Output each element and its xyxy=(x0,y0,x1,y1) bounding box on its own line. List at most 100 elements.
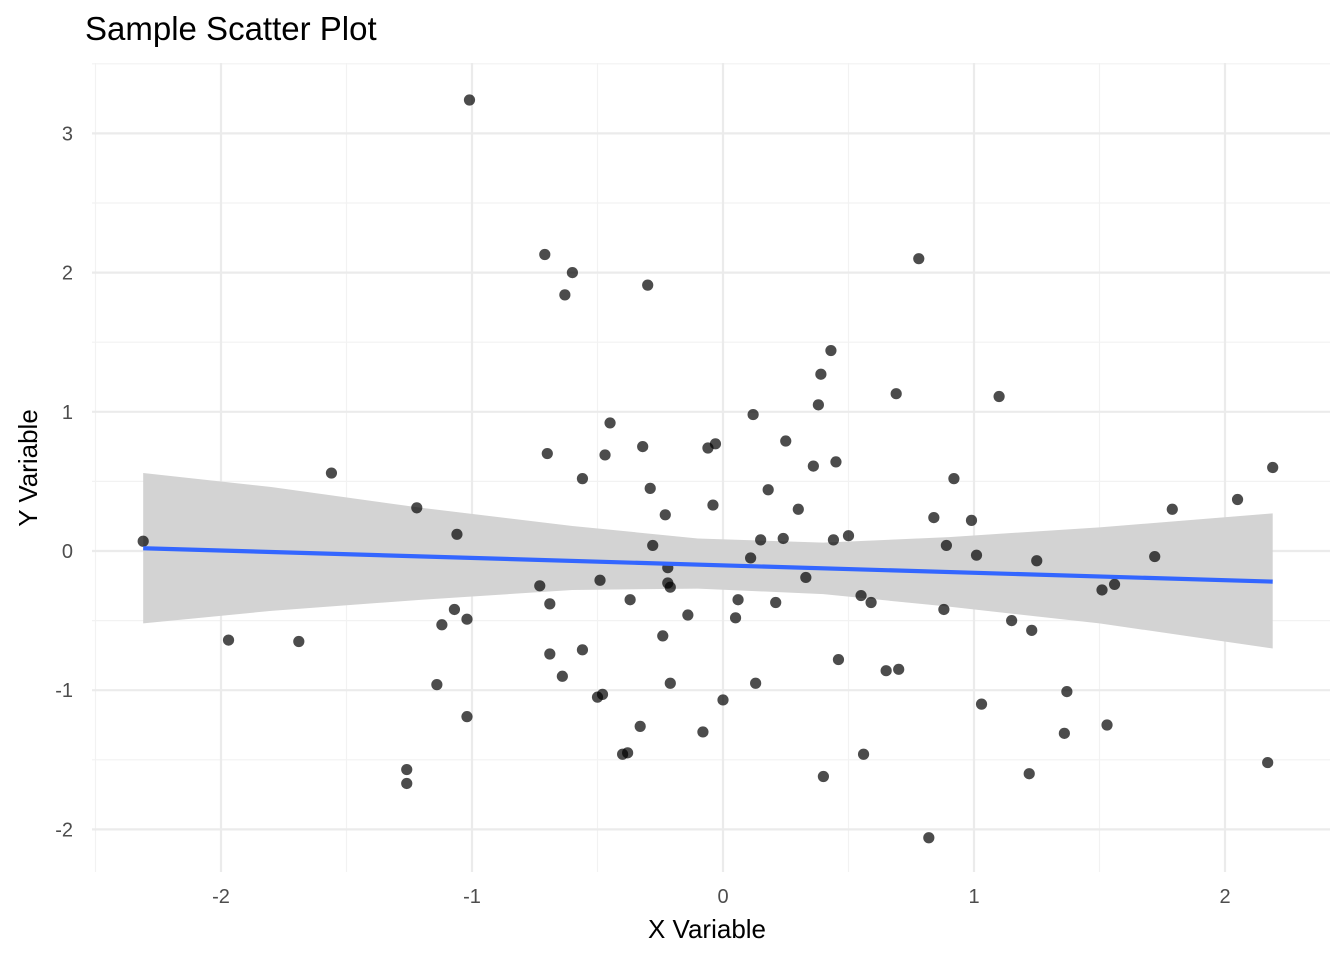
data-point xyxy=(411,502,423,514)
data-point xyxy=(604,417,616,429)
data-point xyxy=(1149,550,1161,563)
chart-title: Sample Scatter Plot xyxy=(85,10,377,47)
data-point xyxy=(747,408,759,421)
data-point xyxy=(993,390,1005,403)
data-point xyxy=(622,747,634,759)
data-point xyxy=(576,473,589,485)
y-tick-label: 1 xyxy=(62,402,73,424)
data-point xyxy=(436,619,448,631)
data-point xyxy=(827,534,840,546)
data-point xyxy=(647,539,659,552)
major-gridlines xyxy=(92,63,1330,872)
data-point xyxy=(928,511,940,524)
data-point xyxy=(707,499,719,511)
y-axis-ticks: -2 -1 0 1 2 3 xyxy=(55,123,73,841)
data-point xyxy=(634,720,646,732)
x-axis-title: X Variable xyxy=(648,914,766,944)
y-tick-label: -2 xyxy=(55,819,73,841)
data-point xyxy=(777,532,789,545)
x-tick-label: -1 xyxy=(463,886,481,908)
data-point xyxy=(940,539,952,552)
y-tick-label: 2 xyxy=(62,263,73,285)
data-point xyxy=(732,594,744,606)
x-tick-label: 2 xyxy=(1219,886,1230,908)
y-axis-title: Y Variable xyxy=(13,409,43,527)
minor-gridlines xyxy=(92,63,1330,872)
data-point xyxy=(970,549,983,561)
data-point xyxy=(539,248,551,261)
data-point xyxy=(755,534,767,546)
data-point xyxy=(855,589,867,602)
data-point xyxy=(463,94,476,106)
data-point xyxy=(1026,624,1038,636)
data-point xyxy=(750,677,762,689)
data-point xyxy=(817,770,830,783)
data-point xyxy=(770,596,782,609)
data-point xyxy=(461,711,473,723)
data-point xyxy=(664,581,676,593)
data-point xyxy=(1231,493,1244,506)
data-point xyxy=(544,648,556,660)
data-point xyxy=(913,253,925,265)
y-tick-label: -1 xyxy=(55,680,73,702)
data-point xyxy=(1031,555,1043,567)
data-point xyxy=(857,748,870,760)
x-tick-label: -2 xyxy=(212,886,230,908)
data-point xyxy=(659,509,671,521)
x-tick-label: 1 xyxy=(968,886,979,908)
data-point xyxy=(709,438,722,450)
data-point xyxy=(534,580,546,592)
data-point xyxy=(1166,503,1178,515)
confidence-band-layer xyxy=(143,473,1273,649)
data-point xyxy=(807,460,819,472)
data-point xyxy=(325,467,338,479)
data-point xyxy=(1061,685,1073,698)
data-point xyxy=(596,688,609,700)
data-point xyxy=(1006,615,1018,627)
data-point xyxy=(637,441,649,453)
data-point xyxy=(448,603,461,616)
data-point xyxy=(544,598,556,610)
data-point xyxy=(832,653,845,666)
data-point xyxy=(729,612,742,624)
data-point xyxy=(717,694,729,706)
data-point xyxy=(893,663,905,675)
y-tick-label: 0 xyxy=(62,541,73,563)
x-tick-label: 0 xyxy=(717,886,728,908)
data-point xyxy=(890,388,902,400)
confidence-band xyxy=(143,473,1273,649)
data-point xyxy=(825,344,837,357)
data-point xyxy=(599,449,611,461)
data-point xyxy=(664,677,676,689)
data-point xyxy=(594,574,606,586)
data-point xyxy=(815,368,827,380)
data-point xyxy=(624,594,636,606)
data-point xyxy=(401,763,413,776)
data-point xyxy=(1023,768,1035,780)
data-point xyxy=(948,473,960,485)
data-point xyxy=(644,482,656,494)
data-point xyxy=(1262,756,1274,769)
data-point xyxy=(1267,461,1279,474)
points-layer xyxy=(137,94,1279,844)
data-point xyxy=(762,484,774,496)
data-point xyxy=(1108,578,1121,591)
regression-line-layer xyxy=(143,546,1273,584)
data-point xyxy=(923,832,935,844)
x-axis-ticks: -2 -1 0 1 2 xyxy=(212,886,1230,908)
data-point xyxy=(745,552,757,564)
data-point xyxy=(880,665,892,677)
data-point xyxy=(780,435,792,447)
data-point xyxy=(812,399,824,411)
data-point xyxy=(800,571,812,584)
data-point xyxy=(293,635,305,648)
data-point xyxy=(1058,727,1070,739)
data-point xyxy=(431,679,443,691)
regression-line xyxy=(143,546,1273,584)
data-point xyxy=(541,447,553,460)
data-point xyxy=(938,603,950,616)
data-point xyxy=(965,514,978,526)
data-point xyxy=(461,613,473,625)
data-point xyxy=(137,535,149,547)
